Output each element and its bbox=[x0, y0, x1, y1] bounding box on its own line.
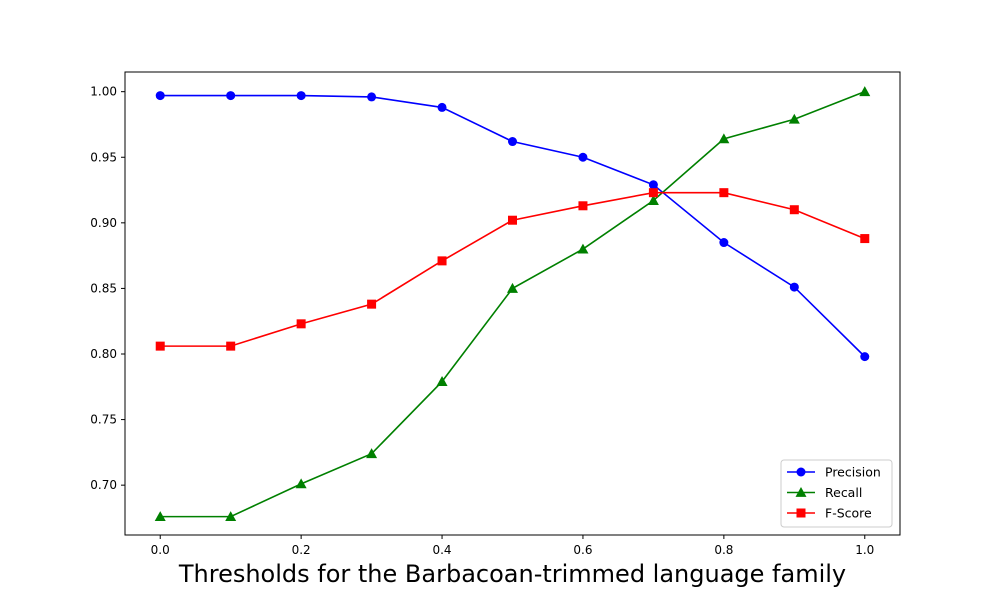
data-point-recall bbox=[507, 282, 518, 293]
series-precision bbox=[155, 91, 870, 362]
x-tick-label: 0.6 bbox=[573, 543, 592, 557]
legend-label-recall: Recall bbox=[825, 485, 862, 500]
legend-marker-f-score bbox=[796, 508, 806, 518]
legend-box bbox=[780, 459, 893, 528]
y-tick-label: 0.95 bbox=[90, 150, 117, 164]
x-axis: 0.0 0.2 0.4 0.6 0.8 1.0 bbox=[151, 535, 874, 557]
x-tick-label: 0.2 bbox=[292, 543, 311, 557]
data-point-precision bbox=[648, 180, 658, 190]
data-point-f-score bbox=[367, 299, 377, 309]
y-axis: 0.70 0.75 0.80 0.85 0.90 0.95 1.00 bbox=[90, 85, 125, 492]
x-tick-label: 0.0 bbox=[151, 543, 170, 557]
x-tick-label: 0.4 bbox=[432, 543, 451, 557]
data-point-f-score bbox=[296, 319, 306, 329]
x-tick-label: 1.0 bbox=[855, 543, 874, 557]
x-axis-label: Thresholds for the Barbacoan-trimmed lan… bbox=[178, 560, 846, 588]
series-f-score bbox=[155, 188, 870, 351]
series-recall bbox=[154, 86, 871, 522]
data-point-precision bbox=[437, 102, 447, 112]
y-tick-label: 0.75 bbox=[90, 413, 117, 427]
y-tick-label: 0.85 bbox=[90, 281, 117, 295]
legend-label-f-score: F-Score bbox=[825, 506, 872, 521]
data-point-recall bbox=[366, 448, 378, 459]
y-tick-label: 0.90 bbox=[90, 216, 117, 230]
plot-frame bbox=[124, 71, 901, 536]
y-tick-label: 0.80 bbox=[90, 347, 117, 361]
data-point-f-score bbox=[648, 188, 658, 198]
legend-item-f-score: F-Score bbox=[787, 506, 872, 521]
data-point-recall bbox=[577, 243, 589, 254]
y-tick-label: 1.00 bbox=[90, 85, 117, 99]
data-point-f-score bbox=[789, 205, 799, 215]
legend-marker-recall bbox=[795, 487, 807, 497]
plot-content bbox=[154, 86, 871, 522]
data-point-precision bbox=[789, 282, 799, 292]
y-tick-label: 0.70 bbox=[90, 478, 117, 492]
data-point-f-score bbox=[719, 188, 729, 198]
data-point-precision bbox=[508, 137, 517, 147]
data-point-f-score bbox=[226, 341, 236, 351]
x-tick-label: 0.8 bbox=[714, 543, 733, 557]
data-point-recall bbox=[225, 511, 237, 522]
data-point-recall bbox=[436, 376, 448, 386]
data-point-f-score bbox=[860, 234, 870, 244]
legend: Precision Recall F-Score bbox=[780, 459, 893, 528]
legend-item-precision: Precision bbox=[787, 465, 881, 480]
data-point-precision bbox=[860, 352, 870, 362]
data-point-f-score bbox=[155, 341, 165, 351]
data-point-precision bbox=[155, 91, 165, 101]
data-point-precision bbox=[578, 152, 588, 162]
data-point-recall bbox=[154, 511, 166, 522]
data-point-precision bbox=[296, 91, 306, 101]
data-point-f-score bbox=[578, 201, 588, 211]
data-point-recall bbox=[859, 86, 871, 97]
legend-marker-precision bbox=[796, 467, 806, 477]
legend-label-precision: Precision bbox=[825, 465, 881, 480]
data-point-recall bbox=[647, 195, 659, 205]
data-point-f-score bbox=[437, 256, 447, 266]
data-point-precision bbox=[719, 238, 729, 248]
legend-item-recall: Recall bbox=[787, 485, 862, 500]
data-point-precision bbox=[226, 91, 236, 101]
data-point-f-score bbox=[508, 215, 517, 225]
data-point-precision bbox=[367, 92, 377, 102]
data-point-recall bbox=[718, 133, 730, 144]
data-point-recall bbox=[295, 478, 307, 489]
data-point-recall bbox=[788, 113, 800, 124]
